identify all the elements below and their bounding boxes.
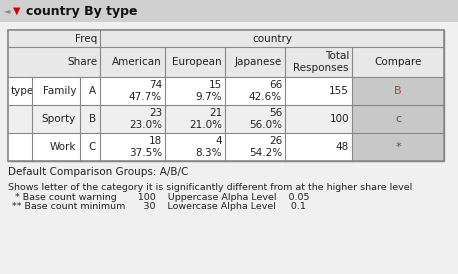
- Text: Japanese: Japanese: [235, 57, 282, 67]
- Text: C: C: [89, 142, 96, 152]
- Text: 56: 56: [269, 108, 282, 118]
- Bar: [352, 77, 444, 105]
- Text: 42.6%: 42.6%: [249, 92, 282, 102]
- Text: ▼: ▼: [13, 6, 21, 16]
- Text: country By type: country By type: [26, 4, 137, 18]
- Text: *: *: [395, 142, 401, 152]
- Text: c: c: [395, 114, 401, 124]
- Text: 23: 23: [149, 108, 162, 118]
- Text: ◄: ◄: [4, 7, 11, 16]
- Bar: [8, 30, 444, 161]
- Text: Shows letter of the category it is significantly different from at the higher sh: Shows letter of the category it is signi…: [8, 183, 412, 192]
- Text: A: A: [89, 86, 96, 96]
- Text: type: type: [11, 86, 34, 96]
- Text: country: country: [252, 33, 292, 44]
- Bar: [0, 0, 458, 22]
- Text: Compare: Compare: [374, 57, 422, 67]
- Text: 18: 18: [149, 136, 162, 146]
- Bar: [8, 30, 444, 47]
- Bar: [352, 105, 444, 133]
- Text: Work: Work: [49, 142, 76, 152]
- Text: 23.0%: 23.0%: [129, 121, 162, 130]
- Text: Family: Family: [43, 86, 76, 96]
- Text: 9.7%: 9.7%: [196, 92, 222, 102]
- Text: Default Comparison Groups: A/B/C: Default Comparison Groups: A/B/C: [8, 167, 188, 177]
- Text: 21.0%: 21.0%: [189, 121, 222, 130]
- Bar: [352, 133, 444, 161]
- Text: ** Base count minimum      30    Lowercase Alpha Level     0.1: ** Base count minimum 30 Lowercase Alpha…: [12, 202, 306, 211]
- Text: 4: 4: [215, 136, 222, 146]
- Text: 74: 74: [149, 80, 162, 90]
- Text: Total
Responses: Total Responses: [294, 51, 349, 73]
- Text: B: B: [89, 114, 96, 124]
- Text: European: European: [172, 57, 222, 67]
- Text: B: B: [394, 86, 402, 96]
- Text: 155: 155: [329, 86, 349, 96]
- Bar: [8, 77, 352, 105]
- Text: 48: 48: [336, 142, 349, 152]
- Text: Sporty: Sporty: [42, 114, 76, 124]
- Text: 21: 21: [209, 108, 222, 118]
- Bar: [8, 47, 444, 77]
- Text: Freq: Freq: [75, 33, 97, 44]
- Bar: [8, 30, 444, 161]
- Bar: [8, 105, 352, 133]
- Text: 54.2%: 54.2%: [249, 149, 282, 158]
- Text: 8.3%: 8.3%: [196, 149, 222, 158]
- Text: 47.7%: 47.7%: [129, 92, 162, 102]
- Text: 26: 26: [269, 136, 282, 146]
- Text: 15: 15: [209, 80, 222, 90]
- Text: 66: 66: [269, 80, 282, 90]
- Text: * Base count warning       100    Uppercase Alpha Level    0.05: * Base count warning 100 Uppercase Alpha…: [12, 193, 310, 202]
- Bar: [8, 133, 352, 161]
- Text: 100: 100: [329, 114, 349, 124]
- Text: 56.0%: 56.0%: [249, 121, 282, 130]
- Text: American: American: [112, 57, 162, 67]
- Text: 37.5%: 37.5%: [129, 149, 162, 158]
- Text: Share: Share: [67, 57, 97, 67]
